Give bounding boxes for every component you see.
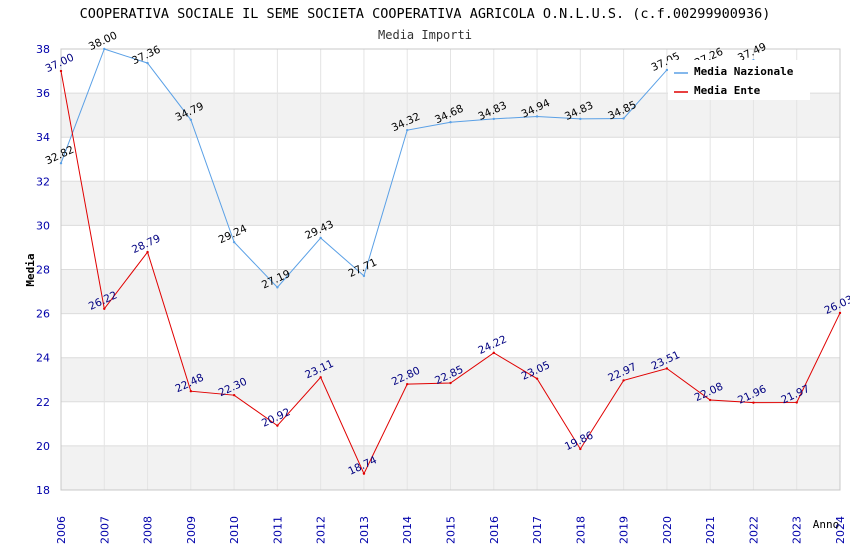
data-point-media-nazionale bbox=[665, 68, 669, 72]
x-tick-label: 2011 bbox=[271, 516, 284, 544]
data-point-media-ente bbox=[232, 393, 236, 397]
x-tick-label: 2007 bbox=[98, 516, 111, 544]
data-point-media-ente bbox=[665, 367, 669, 370]
data-point-media-ente bbox=[708, 398, 712, 402]
x-tick-label: 2006 bbox=[55, 516, 68, 544]
x-tick-label: 2017 bbox=[531, 516, 544, 544]
y-tick-label: 26 bbox=[36, 308, 50, 321]
data-point-media-ente bbox=[146, 250, 149, 254]
y-tick-label: 22 bbox=[36, 396, 50, 409]
x-axis: 2006 2007 2008 2009 2010 2011 2012 2013 2014 2015… bbox=[55, 516, 847, 544]
data-point-media-nazionale bbox=[622, 117, 625, 120]
data-point-media-nazionale bbox=[535, 115, 539, 118]
x-tick-label: 2014 bbox=[401, 516, 414, 544]
y-tick-label: 20 bbox=[36, 440, 50, 453]
x-tick-label: 2012 bbox=[315, 516, 328, 544]
y-axis-label: Media bbox=[24, 253, 37, 286]
data-point-media-ente bbox=[406, 382, 409, 386]
x-tick-label: 2022 bbox=[747, 516, 760, 544]
data-point-media-ente bbox=[189, 390, 193, 393]
data-point-media-nazionale bbox=[362, 274, 366, 278]
data-point-media-ente bbox=[319, 376, 322, 379]
x-tick-label: 2015 bbox=[445, 516, 458, 544]
x-tick-label: 2008 bbox=[142, 516, 155, 544]
data-point-media-ente bbox=[622, 379, 625, 382]
x-tick-label: 2021 bbox=[704, 516, 717, 544]
legend: Media Nazionale Media Ente bbox=[668, 60, 810, 100]
data-point-media-ente bbox=[59, 69, 63, 73]
data-point-media-nazionale bbox=[319, 236, 322, 240]
x-axis-label: Anno bbox=[813, 518, 840, 531]
data-point-media-ente bbox=[103, 307, 106, 310]
data-point-media-nazionale bbox=[189, 118, 193, 121]
chart-title: COOPERATIVA SOCIALE IL SEME SOCIETA COOP… bbox=[80, 6, 771, 22]
data-point-media-ente bbox=[492, 351, 495, 355]
x-tick-label: 2009 bbox=[185, 516, 198, 544]
legend-box bbox=[668, 60, 810, 100]
plot-frame bbox=[60, 48, 841, 491]
x-tick-label: 2010 bbox=[228, 516, 241, 544]
x-tick-label: 2024 bbox=[834, 516, 847, 544]
legend-label-media-ente: Media Ente bbox=[694, 84, 761, 97]
data-point-media-nazionale bbox=[59, 162, 63, 165]
y-tick-label: 24 bbox=[36, 352, 50, 365]
x-tick-label: 2016 bbox=[488, 516, 501, 544]
series-group bbox=[59, 47, 842, 475]
x-tick-label: 2019 bbox=[618, 516, 631, 544]
y-tick-label: 32 bbox=[36, 175, 50, 188]
chart-subtitle: Media Importi bbox=[378, 28, 472, 42]
y-axis: 18 20 22 24 26 28 30 32 34 36 38 bbox=[36, 43, 50, 497]
y-tick-label: 18 bbox=[36, 484, 50, 497]
y-tick-label: 34 bbox=[36, 131, 50, 144]
x-tick-label: 2020 bbox=[661, 516, 674, 544]
data-point-media-nazionale bbox=[449, 121, 452, 124]
data-point-media-nazionale bbox=[492, 117, 495, 121]
data-point-media-ente bbox=[449, 381, 452, 385]
data-point-media-nazionale bbox=[579, 117, 582, 121]
data-point-media-ente bbox=[838, 311, 842, 315]
x-tick-label: 2023 bbox=[791, 516, 804, 544]
y-tick-label: 28 bbox=[36, 264, 50, 277]
legend-label-media-nazionale: Media Nazionale bbox=[694, 65, 794, 78]
data-point-media-ente bbox=[362, 472, 366, 475]
y-tick-label: 38 bbox=[36, 43, 50, 56]
data-point-media-nazionale bbox=[146, 61, 149, 65]
x-tick-label: 2013 bbox=[358, 516, 371, 544]
data-point-media-ente bbox=[535, 377, 539, 380]
data-point-media-nazionale bbox=[276, 286, 279, 289]
data-point-media-ente bbox=[579, 447, 582, 451]
y-tick-label: 30 bbox=[36, 219, 50, 232]
data-point-media-ente bbox=[752, 401, 755, 404]
data-point-media-nazionale bbox=[103, 47, 106, 51]
y-tick-label: 36 bbox=[36, 87, 50, 100]
data-point-media-ente bbox=[276, 424, 279, 427]
x-tick-label: 2018 bbox=[574, 516, 587, 544]
data-point-media-nazionale bbox=[406, 128, 409, 132]
data-point-media-ente bbox=[795, 401, 798, 404]
data-point-media-nazionale bbox=[232, 240, 236, 244]
